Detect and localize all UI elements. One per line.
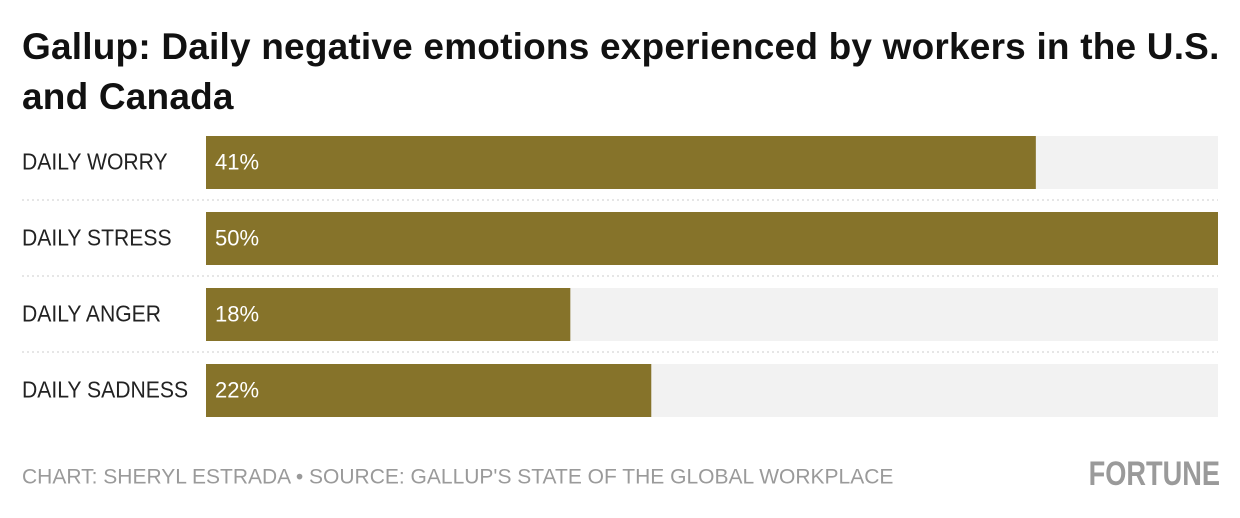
category-label: DAILY SADNESS (22, 377, 188, 403)
category-label: DAILY ANGER (22, 301, 161, 327)
value-label: 18% (215, 301, 259, 326)
value-label: 22% (215, 377, 259, 402)
source-note: CHART: SHERYL ESTRADA • SOURCE: GALLUP'S… (22, 466, 893, 489)
bar (206, 136, 1036, 189)
category-label: DAILY WORRY (22, 149, 168, 175)
logo: FORTUNE (1089, 454, 1220, 493)
category-label: DAILY STRESS (22, 225, 172, 251)
chart-title: Gallup: Daily negative emotions experien… (22, 26, 1220, 117)
bar (206, 364, 652, 417)
bar (206, 288, 571, 341)
value-label: 41% (215, 149, 259, 174)
value-label: 50% (215, 225, 259, 250)
bar (206, 212, 1218, 265)
